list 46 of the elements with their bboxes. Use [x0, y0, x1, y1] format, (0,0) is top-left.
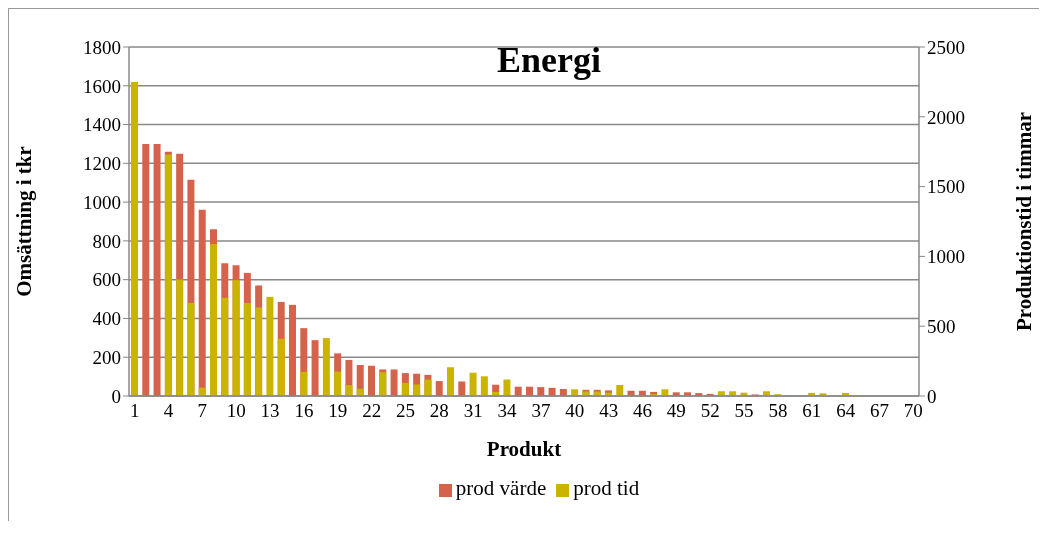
- y-tick-label: 1000: [83, 191, 121, 213]
- x-tick-label: 34: [497, 400, 518, 422]
- y-tick-label: 0: [111, 385, 121, 407]
- y-tick-label: 800: [92, 230, 121, 252]
- y-tick-label: 600: [92, 269, 121, 291]
- x-tick-label: 61: [802, 400, 822, 422]
- x-tick-label: 13: [260, 400, 280, 422]
- y2-tick-label: 500: [927, 315, 956, 337]
- y2-tick-label: 1000: [927, 246, 965, 268]
- y-tick-label: 400: [92, 308, 121, 330]
- y2-tick-label: 0: [927, 385, 937, 407]
- x-tick-label: 19: [328, 400, 348, 422]
- y-tick-label: 1400: [83, 114, 121, 136]
- y-tick-label: 1800: [83, 36, 121, 58]
- legend-label: prod värde: [455, 476, 547, 500]
- x-tick-label: 52: [700, 400, 720, 422]
- y-axis-title: Omsättning i tkr: [12, 146, 37, 297]
- x-tick-label: 28: [429, 400, 449, 422]
- x-tick-label: 10: [226, 400, 246, 422]
- y-tick-label: 1600: [83, 75, 121, 97]
- x-tick-label: 67: [870, 400, 889, 422]
- y-tick-label: 1200: [83, 153, 121, 175]
- chart-title: Energi: [497, 40, 601, 80]
- x-tick-label: 16: [294, 400, 314, 422]
- x-tick-label: 58: [768, 400, 788, 422]
- legend-label: prod tid: [573, 476, 640, 500]
- x-tick-label: 37: [531, 400, 551, 422]
- x-tick-label: 49: [666, 400, 686, 422]
- y2-tick-label: 1500: [927, 176, 965, 198]
- x-tick-label: 31: [463, 400, 483, 422]
- x-tick-label: 22: [362, 400, 382, 422]
- x-tick-label: 4: [163, 400, 174, 422]
- x-tick-label: 40: [565, 400, 585, 422]
- x-tick-label: 1: [129, 400, 140, 422]
- x-tick-label: 25: [396, 400, 415, 422]
- x-tick-label: 70: [903, 400, 923, 422]
- y2-tick-label: 2500: [927, 36, 965, 58]
- y2-axis-title: Produktionstid i timmar: [1012, 112, 1037, 331]
- x-tick-label: 43: [599, 400, 619, 422]
- x-tick-label: 7: [197, 400, 208, 422]
- x-tick-label: 46: [633, 400, 652, 422]
- x-tick-label: 55: [734, 400, 754, 422]
- y-tick-label: 200: [92, 346, 121, 368]
- x-tick-label: 64: [836, 400, 856, 422]
- x-axis-title: Produkt: [486, 437, 562, 461]
- y2-tick-label: 2000: [927, 106, 965, 128]
